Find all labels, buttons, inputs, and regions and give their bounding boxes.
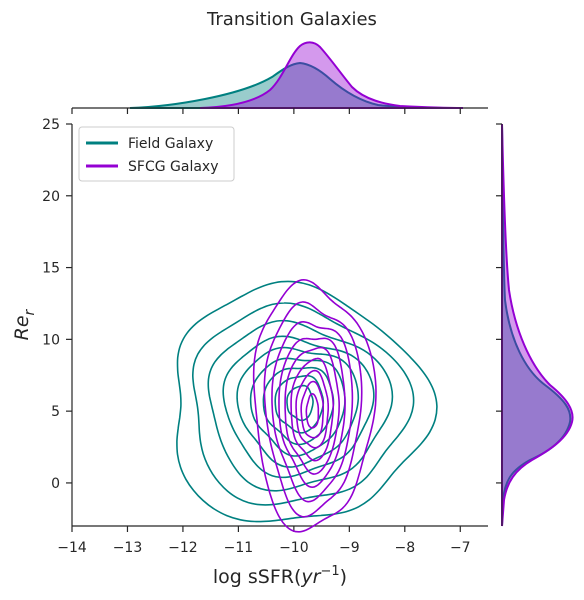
legend: Field Galaxy SFCG Galaxy xyxy=(78,126,235,182)
sfcg-contour-level xyxy=(278,337,346,489)
x-tick-label: −8 xyxy=(394,540,415,556)
right-marginal-field-fill xyxy=(501,123,572,527)
field-contour-level xyxy=(176,280,438,523)
x-tick-label: −13 xyxy=(113,540,143,556)
x-tick-label: −7 xyxy=(450,540,471,556)
sfcg-contour-level xyxy=(284,346,340,475)
y-tick-label: 20 xyxy=(42,189,60,205)
y-tick-label: 10 xyxy=(42,332,60,348)
sfcg-galaxy-contours xyxy=(252,279,377,533)
field-contour-level xyxy=(207,319,394,492)
x-tick-label: −14 xyxy=(57,540,87,556)
sfcg-contour-level xyxy=(300,380,325,439)
sfcg-contour-level xyxy=(295,369,330,449)
sfcg-contour-level xyxy=(271,321,354,503)
right-marginal xyxy=(496,123,574,527)
chart-title: Transition Galaxies xyxy=(206,9,377,30)
sfcg-contour-level xyxy=(305,393,320,429)
sfcg-contour-level xyxy=(290,357,335,462)
x-tick-label: −12 xyxy=(168,540,198,556)
top-marginal-field-fill xyxy=(129,61,464,109)
x-axis-label: log sSFR(yr−1) xyxy=(213,564,347,588)
sfcg-contour-level xyxy=(263,301,363,518)
top-marginal xyxy=(71,41,488,114)
joint-axes: −14 −13 −12 −11 −10 −9 −8 −7 0 5 10 15 20 25 xyxy=(42,117,488,556)
field-contour-level xyxy=(236,346,360,468)
right-marginal-sfcg-fill xyxy=(501,123,574,527)
y-tick-label: 0 xyxy=(51,476,60,492)
top-marginal-sfcg-fill xyxy=(199,41,464,109)
y-tick-label: 25 xyxy=(42,117,60,133)
x-tick-label: −10 xyxy=(279,540,309,556)
field-contour-level xyxy=(191,302,415,506)
sfcg-contour-level xyxy=(252,279,377,533)
legend-label-sfcg: SFCG Galaxy xyxy=(128,159,218,175)
y-axis-label: Rer xyxy=(11,308,38,340)
legend-label-field: Field Galaxy xyxy=(128,136,213,152)
x-tick-label: −11 xyxy=(224,540,254,556)
y-tick-label: 15 xyxy=(42,261,60,277)
y-tick-label: 5 xyxy=(51,404,60,420)
x-tick-label: −9 xyxy=(339,540,360,556)
